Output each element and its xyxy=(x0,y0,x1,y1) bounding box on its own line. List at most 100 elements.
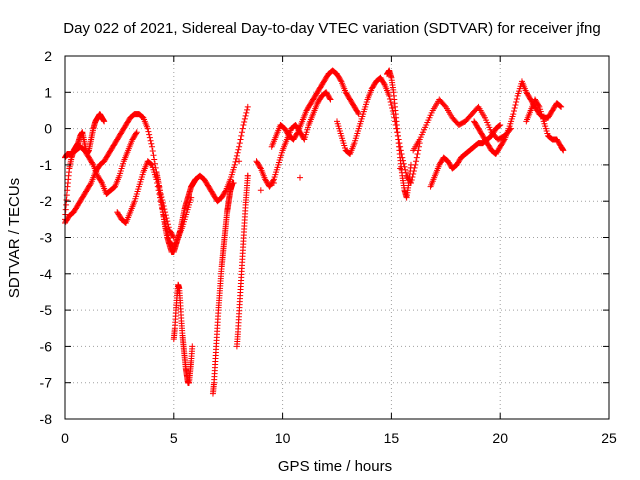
y-tick-label: -3 xyxy=(40,230,53,246)
data-point xyxy=(236,143,243,150)
data-point xyxy=(146,134,153,141)
data-point xyxy=(326,95,333,102)
y-tick-label: -5 xyxy=(40,302,53,318)
series-arc-M xyxy=(384,67,414,201)
data-point xyxy=(513,95,520,102)
data-point xyxy=(270,180,277,187)
data-point xyxy=(414,151,421,158)
y-tick-label: 1 xyxy=(44,84,52,100)
x-tick-label: 10 xyxy=(275,430,291,446)
data-point xyxy=(510,108,517,115)
chart-title: Day 022 of 2021, Sidereal Day-to-day VTE… xyxy=(63,20,600,37)
data-point xyxy=(170,233,177,240)
data-point xyxy=(232,158,239,165)
data-point xyxy=(89,160,96,167)
data-point xyxy=(133,129,140,136)
y-tick-label: -6 xyxy=(40,338,53,354)
x-tick-label: 25 xyxy=(601,430,617,446)
data-point xyxy=(241,115,248,122)
y-axis-tick-labels: -8 -7 -6 -5 -4 -3 -2 -1 0 1 2 xyxy=(40,48,53,427)
data-point xyxy=(381,80,388,87)
data-point xyxy=(122,219,129,226)
data-point xyxy=(413,158,420,165)
data-point xyxy=(98,178,105,185)
data-point xyxy=(244,106,251,113)
data-point xyxy=(145,128,152,135)
data-point xyxy=(415,147,422,154)
data-point xyxy=(238,132,245,139)
y-tick-label: -1 xyxy=(40,157,53,173)
data-point xyxy=(297,174,304,181)
data-point xyxy=(236,158,243,165)
y-tick-label: -4 xyxy=(40,266,53,282)
data-point xyxy=(148,161,155,168)
y-tick-label: -7 xyxy=(40,375,53,391)
x-tick-label: 5 xyxy=(170,430,178,446)
data-point xyxy=(243,109,250,116)
data-point xyxy=(557,103,564,110)
x-tick-label: 0 xyxy=(61,430,69,446)
data-point xyxy=(238,129,245,136)
data-point xyxy=(388,102,395,109)
data-point xyxy=(110,184,117,191)
data-point xyxy=(234,149,241,156)
series-arc-L xyxy=(334,74,423,187)
data-point xyxy=(237,136,244,143)
series-arc-P xyxy=(471,78,565,158)
data-point xyxy=(510,111,517,118)
data-point xyxy=(239,125,246,132)
data-point xyxy=(148,140,155,147)
series-arc-O xyxy=(427,121,504,190)
data-point xyxy=(149,143,156,150)
data-point xyxy=(387,98,394,105)
grid-lines xyxy=(65,56,609,419)
data-point xyxy=(535,102,542,109)
data-point xyxy=(133,130,140,137)
series-arc-G xyxy=(188,103,251,205)
series-arc-F xyxy=(170,281,196,386)
data-point xyxy=(389,105,396,112)
data-point xyxy=(150,152,157,159)
data-point xyxy=(233,152,240,159)
data-point xyxy=(149,147,156,154)
y-tick-label: -8 xyxy=(40,411,53,427)
data-point xyxy=(242,112,249,119)
data-point xyxy=(558,103,565,110)
data-point xyxy=(244,103,251,110)
data-point xyxy=(355,109,362,116)
data-point xyxy=(495,123,502,130)
series-arc-Q xyxy=(523,96,567,154)
x-axis-tick-labels: 0 5 10 15 20 25 xyxy=(61,430,617,446)
series-scattered xyxy=(236,158,404,194)
x-tick-label: 20 xyxy=(492,430,508,446)
data-point xyxy=(512,102,519,109)
data-point xyxy=(496,122,503,129)
data-point xyxy=(397,165,404,172)
data-point xyxy=(151,156,158,163)
data-point xyxy=(236,140,243,147)
x-axis-title: GPS time / hours xyxy=(278,458,392,475)
data-point xyxy=(556,102,563,109)
data-point xyxy=(230,180,237,187)
data-point xyxy=(240,121,247,128)
data-point xyxy=(346,150,353,157)
data-point xyxy=(189,343,196,350)
data-point xyxy=(154,183,161,190)
data-point xyxy=(241,118,248,125)
data-point xyxy=(513,98,520,105)
data-point xyxy=(327,96,334,103)
data-point xyxy=(560,147,567,154)
data-point xyxy=(144,125,151,132)
data-point xyxy=(294,130,301,137)
y-axis-title: SDTVAR / TECUs xyxy=(6,178,23,298)
series-arc-A xyxy=(62,111,108,223)
x-tick-label: 15 xyxy=(384,430,400,446)
series-arc-I xyxy=(233,172,251,350)
data-point xyxy=(441,102,448,109)
data-point xyxy=(138,113,145,120)
data-point xyxy=(87,181,94,188)
data-point xyxy=(101,118,108,125)
axis-ticks xyxy=(64,55,610,420)
data-point xyxy=(389,108,396,115)
